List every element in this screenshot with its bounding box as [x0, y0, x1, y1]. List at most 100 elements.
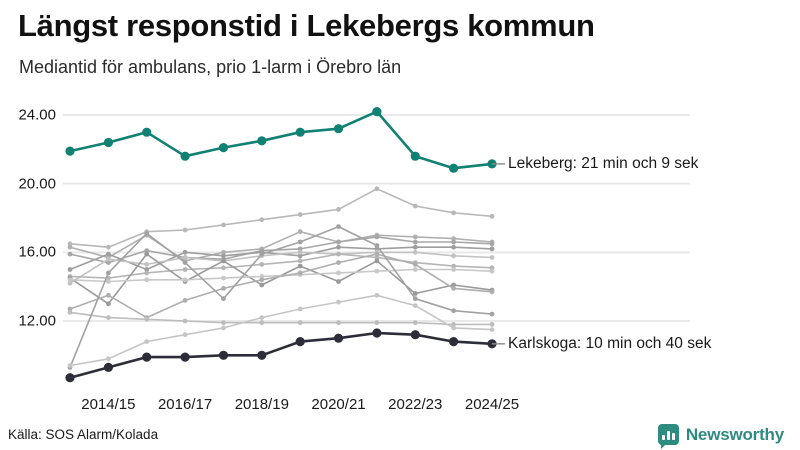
- data-point: [451, 236, 456, 242]
- data-point: [221, 296, 226, 302]
- data-point: [182, 318, 188, 324]
- data-point: [221, 265, 226, 271]
- series-line: [69, 311, 493, 326]
- data-point: [297, 246, 303, 252]
- data-point: [259, 274, 265, 279]
- data-point: [451, 210, 456, 216]
- data-point: [374, 243, 380, 248]
- data-point: [259, 277, 265, 283]
- data-point: [65, 373, 75, 383]
- data-point: [449, 337, 459, 347]
- data-point: [489, 311, 495, 317]
- data-point: [182, 260, 188, 265]
- data-point: [221, 320, 226, 326]
- series-line: [69, 225, 493, 369]
- data-point: [144, 267, 150, 272]
- data-point: [451, 325, 456, 331]
- x-axis-tick-label: 2024/25: [464, 396, 520, 413]
- data-point: [374, 292, 380, 298]
- data-point: [106, 292, 111, 298]
- data-point: [297, 263, 303, 269]
- data-point: [489, 289, 495, 295]
- data-point: [489, 268, 495, 274]
- series-line: [69, 253, 493, 305]
- data-point: [218, 350, 229, 360]
- data-point: [336, 299, 341, 305]
- data-point: [489, 255, 495, 260]
- data-point: [221, 325, 226, 331]
- data-point: [489, 241, 495, 247]
- data-point: [336, 239, 341, 245]
- series-line: [68, 331, 494, 380]
- data-point: [182, 267, 188, 272]
- series-line: [69, 236, 493, 264]
- data-point: [67, 251, 73, 257]
- data-point: [336, 320, 341, 326]
- data-point: [297, 229, 303, 235]
- data-point: [412, 262, 418, 267]
- page-title: Längst responstid i Lekebergs kommun: [18, 8, 595, 43]
- data-point: [374, 258, 380, 264]
- data-point: [374, 268, 380, 274]
- data-point: [221, 275, 226, 281]
- data-point: [336, 251, 341, 257]
- series-line: [69, 188, 493, 248]
- data-point: [412, 291, 418, 296]
- data-point: [297, 239, 303, 245]
- data-point: [67, 280, 73, 286]
- data-point: [221, 286, 226, 291]
- data-point: [374, 255, 380, 260]
- data-point: [259, 320, 265, 326]
- data-point: [374, 320, 380, 326]
- data-point: [372, 328, 382, 338]
- data-point: [451, 322, 456, 327]
- newsworthy-logo: Newsworthy: [657, 424, 784, 449]
- data-point: [412, 203, 418, 209]
- data-point: [295, 337, 305, 347]
- data-point: [259, 262, 265, 267]
- series-annotation-karlskoga: Karlskoga: 10 min och 40 sek: [508, 334, 712, 352]
- data-point: [489, 327, 495, 332]
- data-point: [333, 333, 344, 343]
- series-line: [69, 253, 493, 279]
- data-point: [451, 239, 456, 245]
- data-point: [372, 107, 382, 117]
- data-point: [297, 270, 303, 276]
- data-point: [67, 310, 73, 315]
- x-axis-tick-label: 2020/21: [311, 396, 366, 413]
- data-point: [259, 251, 265, 257]
- data-point: [489, 213, 495, 219]
- data-point: [106, 315, 111, 320]
- data-point: [297, 249, 303, 255]
- page-subtitle: Mediantid för ambulans, prio 1-larm i Ör…: [19, 57, 402, 77]
- data-point: [257, 136, 267, 146]
- data-point: [103, 362, 113, 372]
- annotation-connectors: [492, 163, 505, 345]
- y-axis-tick-label: 24.00: [18, 106, 56, 124]
- data-point: [221, 222, 226, 228]
- x-axis-tick-label: 2016/17: [157, 396, 213, 413]
- data-point: [410, 330, 420, 340]
- data-point: [336, 260, 341, 265]
- data-point: [106, 301, 111, 307]
- data-point: [182, 227, 188, 233]
- data-point: [67, 306, 73, 312]
- data-point: [67, 267, 73, 272]
- data-point: [410, 151, 420, 161]
- data-point: [451, 263, 456, 269]
- series-annotation-lekeberg: Lekeberg: 21 min och 9 sek: [508, 154, 699, 172]
- data-point: [297, 253, 303, 259]
- data-point: [412, 234, 418, 240]
- data-point: [336, 207, 341, 212]
- data-point: [336, 279, 341, 284]
- data-point: [218, 143, 229, 153]
- x-axis-tick-label: 2018/19: [234, 396, 289, 413]
- data-point: [106, 279, 111, 284]
- data-point: [295, 127, 305, 137]
- data-point: [221, 258, 226, 264]
- data-point: [336, 270, 341, 276]
- data-point: [67, 277, 73, 283]
- data-point: [180, 352, 190, 362]
